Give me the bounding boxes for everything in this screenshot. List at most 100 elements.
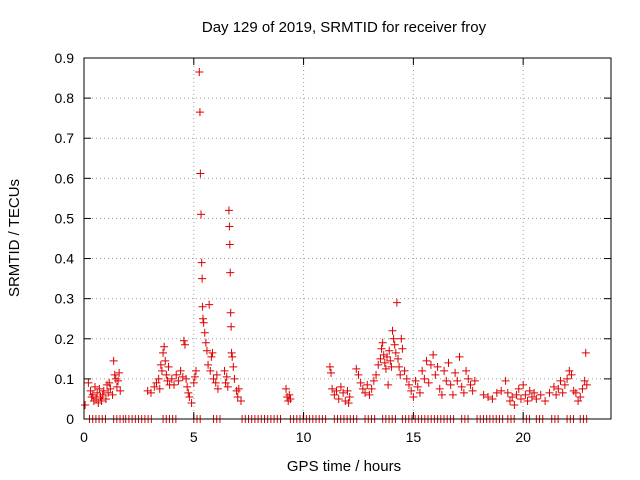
data-point [464, 374, 473, 383]
data-point [407, 386, 416, 395]
data-point [497, 386, 506, 395]
data-point [389, 334, 398, 343]
data-point [437, 390, 446, 399]
data-point [197, 258, 206, 267]
data-point [176, 366, 185, 375]
data-point [376, 354, 385, 363]
data-point [187, 398, 196, 407]
data-point [372, 370, 381, 379]
data-point [392, 298, 401, 307]
data-point [185, 392, 194, 401]
data-point [367, 384, 376, 393]
data-point [222, 372, 231, 381]
y-axis-label: SRMTID / TECUs [6, 179, 23, 297]
data-point [204, 360, 213, 369]
x-tick-label: 20 [515, 429, 531, 445]
data-point [549, 382, 558, 391]
data-point [199, 318, 208, 327]
x-tick-label: 5 [190, 429, 198, 445]
data-point [479, 390, 488, 399]
data-point [398, 344, 407, 353]
data-point [221, 378, 230, 387]
data-point [339, 388, 348, 397]
data-point [409, 392, 418, 401]
data-point [523, 396, 532, 405]
data-point [554, 384, 563, 393]
data-point [433, 362, 442, 371]
data-point [466, 380, 475, 389]
data-point [552, 390, 561, 399]
data-point [234, 384, 243, 393]
data-point [163, 376, 172, 385]
data-point [182, 374, 191, 383]
data-point [106, 384, 115, 393]
data-point [365, 390, 374, 399]
data-point [413, 382, 422, 391]
y-tick-label: 0.9 [55, 50, 75, 66]
data-point [224, 206, 233, 215]
data-point [84, 378, 93, 387]
data-point [98, 390, 107, 399]
data-point [457, 382, 466, 391]
data-point [114, 376, 123, 385]
data-point [164, 362, 173, 371]
data-point [429, 350, 438, 359]
data-point [565, 366, 574, 375]
data-point [424, 378, 433, 387]
data-point [282, 384, 291, 393]
data-point [161, 356, 170, 365]
data-point [227, 348, 236, 357]
data-point [181, 340, 190, 349]
data-point [558, 388, 567, 397]
data-point [325, 362, 334, 371]
data-point [581, 348, 590, 357]
y-tick-label: 0.1 [55, 371, 75, 387]
data-point [488, 394, 497, 403]
data-point [345, 392, 354, 401]
data-point [87, 392, 96, 401]
data-point [510, 400, 519, 409]
data-point [492, 388, 501, 397]
data-point [582, 380, 591, 389]
data-point [220, 366, 229, 375]
data-point [209, 374, 218, 383]
data-point [532, 394, 541, 403]
data-point [442, 376, 451, 385]
data-point [286, 394, 295, 403]
data-point [150, 382, 159, 391]
data-point [563, 374, 572, 383]
data-point [448, 390, 457, 399]
data-point [576, 392, 585, 401]
data-point [108, 390, 117, 399]
data-point [383, 352, 392, 361]
data-point [426, 360, 435, 369]
data-point [404, 380, 413, 389]
y-tick-label: 0.6 [55, 170, 75, 186]
data-point [191, 366, 200, 375]
data-point [97, 396, 106, 405]
plot-frame [83, 57, 612, 420]
data-point [354, 370, 363, 379]
data-point [516, 394, 525, 403]
data-point [578, 384, 587, 393]
data-point [227, 322, 236, 331]
data-point [484, 392, 493, 401]
data-point [386, 356, 395, 365]
data-point [400, 366, 409, 375]
data-point [330, 390, 339, 399]
data-point [336, 382, 345, 391]
x-tick-label: 15 [406, 429, 422, 445]
data-point [233, 392, 242, 401]
data-point [198, 302, 207, 311]
data-point [327, 368, 336, 377]
y-tick-label: 0.8 [55, 90, 75, 106]
data-point [205, 300, 214, 309]
data-point [574, 396, 583, 405]
data-point [411, 376, 420, 385]
data-point [146, 388, 155, 397]
data-point [211, 378, 220, 387]
data-point [112, 382, 121, 391]
data-point [459, 388, 468, 397]
x-tick-label: 10 [296, 429, 312, 445]
data-point [567, 370, 576, 379]
